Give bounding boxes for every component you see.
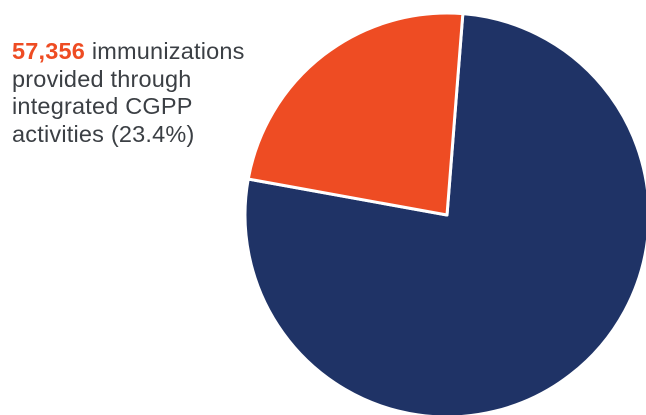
annotation-line-3: integrated CGPP	[12, 93, 193, 119]
annotation-line-4: activities (23.4%)	[12, 120, 195, 147]
pie-slice-remainder	[243, 12, 646, 415]
annotation-value: 57,356	[12, 38, 86, 64]
annotation-text-1: immunizations	[91, 38, 245, 64]
annotation-label: 57,356 immunizations provided through in…	[12, 38, 312, 148]
annotation-line-1: 57,356 immunizations	[12, 38, 312, 66]
annotation-line-2: provided through	[12, 65, 192, 92]
pie-slice-highlighted	[246, 11, 465, 217]
